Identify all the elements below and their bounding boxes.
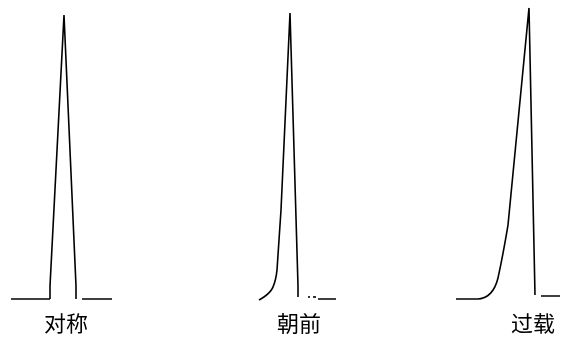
overload-peak-curve bbox=[477, 7, 536, 300]
symmetric-peak-curve bbox=[49, 14, 77, 299]
fronting-label: 朝前 bbox=[276, 313, 321, 338]
overload-label: 过载 bbox=[510, 313, 555, 338]
fronting-peak-panel bbox=[258, 12, 336, 301]
symmetric-label: 对称 bbox=[43, 313, 88, 338]
fronting-leading-edge bbox=[258, 269, 278, 301]
overload-peak-panel bbox=[456, 7, 560, 300]
symmetric-peak-panel bbox=[11, 14, 112, 300]
fronting-peak-curve bbox=[276, 12, 299, 297]
